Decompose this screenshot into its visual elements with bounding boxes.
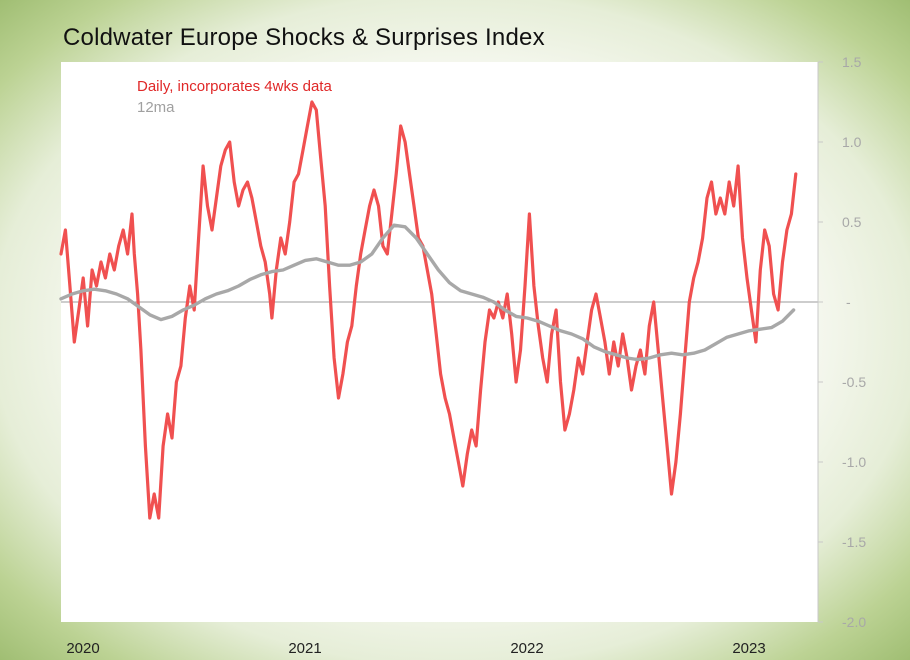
y-tick-label: -1.5	[842, 534, 866, 550]
plot-area	[61, 62, 818, 622]
series-line-daily	[59, 100, 798, 520]
x-tick-label: 2022	[510, 640, 543, 657]
legend-12ma: 12ma	[137, 99, 175, 116]
y-tick-label: 1.0	[842, 134, 862, 150]
legend-daily: Daily, incorporates 4wks data	[137, 78, 332, 95]
y-tick-label: -	[846, 294, 851, 310]
chart-title: Coldwater Europe Shocks & Surprises Inde…	[63, 24, 545, 51]
y-tick-label: -2.0	[842, 614, 866, 630]
x-tick-label: 2023	[732, 640, 765, 657]
x-tick-label: 2020	[66, 640, 99, 657]
y-tick-label: 1.5	[842, 54, 862, 70]
y-tick-label: 0.5	[842, 214, 862, 230]
series-layer	[59, 100, 798, 520]
y-tick-label: -0.5	[842, 374, 866, 390]
y-tick-label: -1.0	[842, 454, 866, 470]
series-line-12ma	[59, 223, 796, 362]
x-tick-label: 2021	[288, 640, 321, 657]
legend: Daily, incorporates 4wks data 12ma	[137, 78, 332, 116]
axes-layer: 1.5 1.0 0.5 - -0.5 -1.0 -1.5 -2.0 2020 2021 2022 20…	[61, 54, 866, 657]
